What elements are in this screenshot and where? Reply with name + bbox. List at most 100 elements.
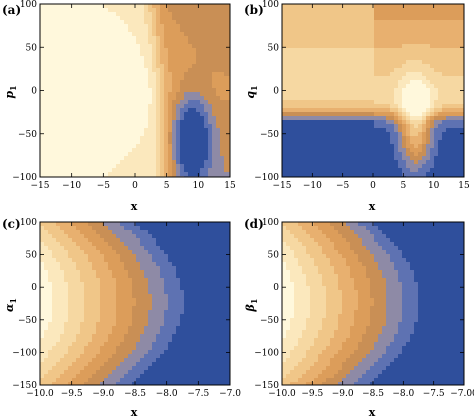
contour-cell bbox=[366, 152, 371, 157]
contour-cell bbox=[196, 92, 201, 97]
contour-cell bbox=[76, 124, 81, 129]
contour-cell bbox=[338, 44, 343, 49]
contour-cell bbox=[124, 222, 129, 227]
y-tick-label: −50 bbox=[260, 130, 279, 140]
contour-cell bbox=[76, 16, 81, 21]
contour-cell bbox=[378, 136, 383, 141]
contour-cell bbox=[462, 140, 464, 145]
contour-cell bbox=[112, 4, 117, 9]
contour-cell bbox=[314, 128, 319, 133]
contour-cell bbox=[290, 140, 295, 145]
contour-cell bbox=[418, 20, 423, 25]
contour-cell bbox=[104, 152, 109, 157]
contour-cell bbox=[208, 152, 213, 157]
contour-cell bbox=[112, 148, 117, 153]
contour-cell bbox=[366, 112, 371, 117]
contour-cell bbox=[116, 124, 121, 129]
contour-cell bbox=[48, 68, 53, 73]
contour-cell bbox=[318, 160, 323, 165]
contour-cell bbox=[338, 4, 343, 9]
contour-cell bbox=[204, 24, 209, 29]
contour-cell bbox=[64, 72, 69, 77]
contour-cell bbox=[454, 144, 459, 149]
contour-cell bbox=[100, 132, 105, 137]
contour-cell bbox=[228, 108, 230, 113]
contour-cell bbox=[60, 136, 65, 141]
contour-cell bbox=[88, 72, 93, 77]
contour-cell bbox=[394, 120, 399, 125]
contour-cell bbox=[310, 40, 315, 45]
contour-cell bbox=[334, 172, 339, 177]
contour-cell bbox=[306, 68, 311, 73]
contour-cell bbox=[322, 96, 327, 101]
contour-cell bbox=[446, 124, 451, 129]
contour-cell bbox=[100, 36, 105, 41]
contour-cell bbox=[346, 140, 351, 145]
contour-cell bbox=[314, 172, 319, 177]
contour-cell bbox=[366, 52, 371, 57]
contour-cell bbox=[128, 48, 133, 53]
contour-cell bbox=[346, 144, 351, 149]
contour-cell bbox=[322, 116, 327, 121]
contour-cell bbox=[128, 100, 133, 105]
contour-cell bbox=[68, 132, 73, 137]
contour-cell bbox=[386, 20, 391, 25]
contour-cell bbox=[160, 4, 165, 9]
contour-cell bbox=[140, 32, 145, 37]
contour-cell bbox=[398, 36, 403, 41]
contour-cell bbox=[382, 12, 387, 17]
contour-cell bbox=[100, 254, 105, 259]
contour-cell bbox=[216, 144, 221, 149]
contour-cell bbox=[64, 32, 69, 37]
contour-cell bbox=[382, 120, 387, 125]
contour-cell bbox=[96, 140, 101, 145]
contour-cell bbox=[220, 40, 225, 45]
contour-cell bbox=[100, 108, 105, 113]
contour-cell bbox=[370, 72, 375, 77]
contour-cell bbox=[454, 120, 459, 125]
contour-cell bbox=[176, 278, 181, 283]
contour-cell bbox=[354, 168, 359, 173]
contour-cell bbox=[414, 116, 419, 121]
contour-cell bbox=[366, 140, 371, 145]
contour-cell bbox=[52, 20, 57, 25]
contour-cell bbox=[286, 108, 291, 113]
contour-cell bbox=[302, 144, 307, 149]
contour-cell bbox=[224, 8, 229, 13]
contour-cell bbox=[188, 266, 193, 271]
contour-cell bbox=[410, 56, 415, 61]
contour-cell bbox=[124, 160, 129, 165]
contour-cell bbox=[422, 28, 427, 33]
contour-cell bbox=[354, 128, 359, 133]
contour-cell bbox=[394, 152, 399, 157]
contour-cell bbox=[72, 168, 77, 173]
contour-cell bbox=[310, 120, 315, 125]
contour-cell bbox=[84, 132, 89, 137]
contour-cell bbox=[314, 88, 319, 93]
contour-cell bbox=[92, 8, 97, 13]
contour-cell bbox=[88, 40, 93, 45]
contour-cell bbox=[176, 40, 181, 45]
contour-cell bbox=[60, 250, 65, 255]
contour-cell bbox=[128, 56, 133, 61]
contour-cell bbox=[100, 266, 105, 271]
contour-cell bbox=[354, 108, 359, 113]
contour-cell bbox=[164, 160, 169, 165]
contour-cell bbox=[322, 148, 327, 153]
contour-cell bbox=[144, 266, 149, 271]
contour-cell bbox=[44, 226, 49, 231]
contour-cell bbox=[438, 164, 443, 169]
contour-cell bbox=[196, 128, 201, 133]
contour-cell bbox=[302, 96, 307, 101]
contour-cell bbox=[80, 4, 85, 9]
contour-cell bbox=[64, 52, 69, 57]
contour-cell bbox=[462, 112, 464, 117]
contour-cell bbox=[132, 262, 137, 267]
contour-cell bbox=[160, 104, 165, 109]
contour-cell bbox=[68, 44, 73, 49]
contour-cell bbox=[188, 88, 193, 93]
contour-cell bbox=[88, 148, 93, 153]
contour-cell bbox=[220, 262, 225, 267]
contour-cell bbox=[176, 168, 181, 173]
contour-cell bbox=[64, 116, 69, 121]
